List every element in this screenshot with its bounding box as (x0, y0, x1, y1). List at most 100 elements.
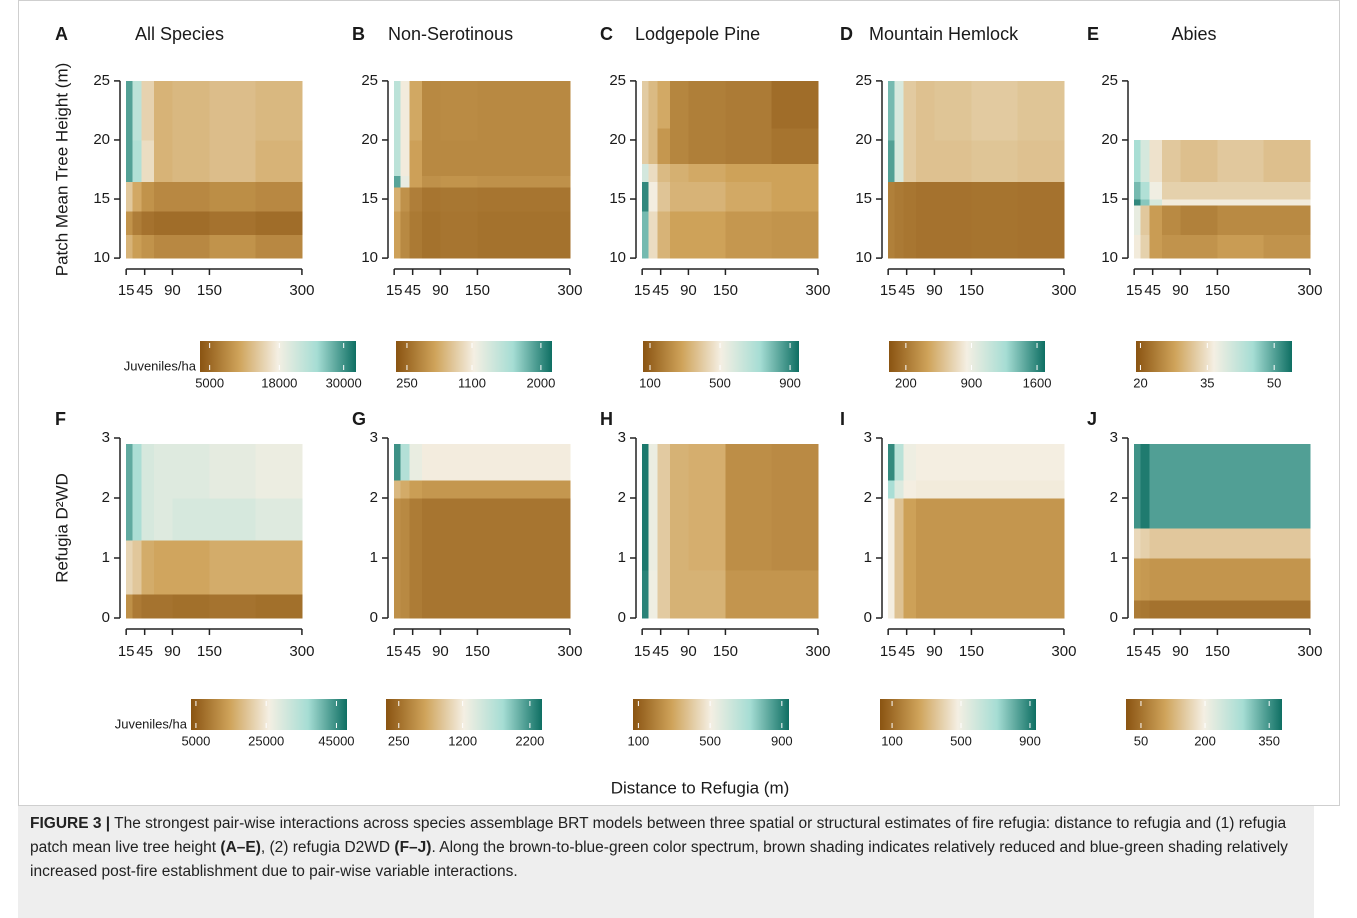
colorbar (643, 341, 799, 372)
colorbar-tick-label: 200 (895, 375, 917, 390)
y-tick-label: 2 (618, 489, 626, 506)
colorbar-tick-label: 20 (1133, 375, 1147, 390)
panel-title: Abies (1171, 24, 1216, 44)
heatmap-cell (648, 128, 659, 165)
heatmap-cell (657, 181, 671, 212)
heatmap-cell (771, 444, 819, 571)
y-axis-label: Refugia D²WD (52, 473, 71, 583)
panel-title: Mountain Hemlock (869, 24, 1019, 44)
x-tick-label: 150 (465, 282, 490, 299)
heatmap-cell (409, 210, 423, 259)
heatmap-cell (642, 163, 649, 182)
y-tick-label: 10 (855, 249, 872, 266)
heatmap-cell (421, 498, 441, 619)
heatmap-cell (421, 444, 441, 481)
heatmap-cell (1149, 181, 1163, 200)
heatmap-cell (1161, 204, 1181, 235)
colorbar-tick-label: 900 (961, 375, 983, 390)
heatmap-cell (141, 498, 155, 541)
colorbar-tick-label: 1200 (448, 733, 477, 748)
heatmap-cell (141, 540, 155, 595)
heatmap-cell (126, 594, 133, 619)
heatmap-cell (440, 444, 478, 481)
colorbar-tick-label: 350 (1258, 733, 1280, 748)
heatmap-cell (394, 444, 401, 481)
heatmap-cell (1263, 234, 1311, 259)
figure-frame (18, 0, 1340, 806)
heatmap-cell (172, 210, 210, 235)
heatmap-cell (971, 444, 1019, 481)
x-tick-label: 15 (880, 643, 897, 660)
heatmap-cell (141, 234, 155, 259)
x-tick-label: 150 (959, 282, 984, 299)
heatmap-cell (440, 480, 478, 499)
heatmap-cell (421, 80, 441, 141)
heatmap-cell (440, 498, 478, 619)
heatmap-cell (477, 187, 525, 212)
heatmap-cell (477, 444, 525, 481)
heatmap-cell (915, 444, 935, 481)
heatmap-cell (421, 210, 441, 259)
colorbar-tick-label: 900 (779, 375, 801, 390)
heatmap-cell (669, 444, 689, 571)
heatmap-cell (1134, 600, 1141, 619)
heatmap-cell (394, 80, 401, 141)
heatmap-cell (934, 139, 972, 182)
colorbar (633, 699, 789, 730)
heatmap-cell (1217, 558, 1265, 601)
heatmap-cell (172, 181, 210, 212)
heatmap-cell (915, 498, 935, 619)
heatmap-cell (1149, 444, 1163, 529)
y-tick-label: 0 (370, 609, 378, 626)
x-tick-label: 300 (289, 643, 314, 660)
y-tick-label: 25 (855, 72, 872, 89)
heatmap-cell (1263, 600, 1311, 619)
heatmap-cell (894, 498, 905, 619)
panel-letter: I (840, 409, 845, 429)
y-tick-label: 0 (864, 609, 872, 626)
heatmap-cell (394, 187, 401, 212)
heatmap-cell (172, 540, 210, 595)
heatmap-cell (771, 163, 819, 182)
y-tick-label: 25 (1101, 72, 1118, 89)
heatmap-cell (669, 163, 689, 182)
heatmap-cell (400, 187, 411, 212)
colorbar-tick-label: 250 (396, 375, 418, 390)
heatmap-cell (209, 540, 257, 595)
heatmap-cell (1149, 204, 1163, 235)
heatmap-cell (409, 175, 423, 188)
heatmap-cell (141, 594, 155, 619)
heatmap-cell (657, 163, 671, 182)
x-tick-label: 45 (404, 282, 421, 299)
heatmap-cell (153, 181, 173, 212)
colorbar-tick-label: 25000 (248, 733, 284, 748)
heatmap-cell (771, 128, 819, 165)
x-axis-label: Distance to Refugia (m) (611, 778, 790, 797)
heatmap-cell (1263, 204, 1311, 235)
heatmap-cell (255, 210, 303, 235)
x-tick-label: 45 (404, 643, 421, 660)
heatmap-cell (688, 210, 726, 259)
heatmap-cell (903, 480, 917, 499)
x-tick-label: 90 (432, 643, 449, 660)
heatmap-cell (409, 80, 423, 141)
y-tick-label: 10 (609, 249, 626, 266)
heatmap-cell (126, 444, 133, 499)
heatmap-cell (421, 139, 441, 176)
panel-letter: A (55, 24, 68, 44)
y-tick-label: 20 (93, 131, 110, 148)
x-tick-label: 90 (926, 643, 943, 660)
heatmap-cell (903, 444, 917, 481)
heatmap-cell (657, 444, 671, 571)
heatmap-cell (421, 480, 441, 499)
heatmap-cell (421, 187, 441, 212)
colorbar-tick-label: 100 (628, 733, 650, 748)
x-tick-label: 45 (136, 643, 153, 660)
y-tick-label: 1 (370, 549, 378, 566)
x-tick-label: 300 (1297, 282, 1322, 299)
heatmap-cell (172, 139, 210, 182)
colorbar-tick-label: 30000 (326, 375, 362, 390)
heatmap-cell (888, 139, 895, 182)
